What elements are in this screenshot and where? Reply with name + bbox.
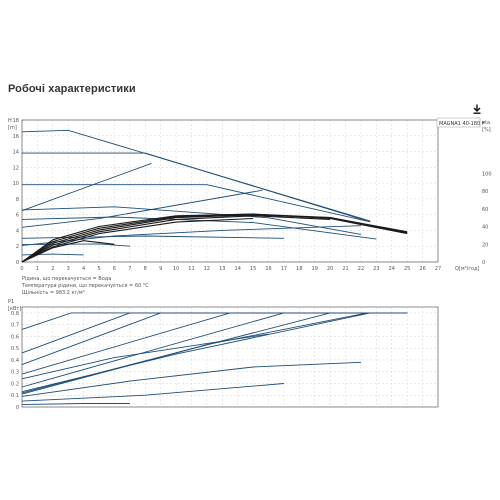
power-curve — [21, 312, 408, 394]
x-tick-label: 24 — [389, 266, 395, 272]
y-tick-label: 0.2 — [11, 381, 19, 387]
power-curve — [21, 312, 408, 388]
x-tick-label: 13 — [219, 266, 225, 272]
y2-axis-unit: [%] — [482, 127, 491, 133]
x-tick-label: 15 — [250, 266, 256, 272]
legend-label: MAGNA1 40-180 F — [439, 121, 485, 127]
y-tick-label: 2 — [16, 244, 19, 250]
x-tick-label: 5 — [97, 266, 100, 272]
head-curve — [21, 162, 152, 212]
power-curve — [21, 361, 362, 397]
y-tick-label: 10 — [13, 181, 19, 187]
head-curve — [21, 216, 377, 240]
x-tick-label: 0 — [20, 266, 23, 272]
x-tick-label: 10 — [173, 266, 179, 272]
y-axis-symbol: H — [8, 118, 12, 124]
x-tick-label: 23 — [373, 266, 379, 272]
head-curve — [21, 189, 263, 228]
x-tick-label: 21 — [342, 266, 348, 272]
head-curve — [21, 206, 362, 235]
x-tick-label: 17 — [281, 266, 287, 272]
y-tick-label: 4 — [16, 228, 19, 234]
x-tick-label: 25 — [404, 266, 410, 272]
x-tick-label: 19 — [312, 266, 318, 272]
y-tick-label: 0.7 — [11, 323, 19, 329]
y2-tick-label: 0 — [482, 260, 485, 266]
x-tick-label: 8 — [144, 266, 147, 272]
x-tick-label: 6 — [113, 266, 116, 272]
y-tick-label: 0.8 — [11, 311, 19, 317]
x-tick-label: 4 — [82, 266, 85, 272]
y-axis-unit: [кВт] — [8, 306, 21, 312]
x-tick-label: 2 — [51, 266, 54, 272]
power-curve — [21, 312, 408, 330]
y-axis-unit: [m] — [8, 125, 17, 131]
power-curve — [21, 312, 368, 395]
y-tick-label: 0.4 — [11, 358, 19, 364]
plot-frame — [21, 306, 439, 408]
x-tick-label: 11 — [188, 266, 194, 272]
y2-tick-label: 100 — [482, 171, 492, 177]
x-tick-label: 9 — [159, 266, 162, 272]
fluid-note: Щільність = 983.2 кг/м³ — [22, 290, 85, 296]
x-tick-label: 20 — [327, 266, 333, 272]
y-tick-label: 0.6 — [11, 334, 19, 340]
y-tick-label: 0 — [16, 260, 19, 266]
x-tick-label: 7 — [128, 266, 131, 272]
y-tick-label: 0.1 — [11, 393, 19, 399]
legend-box — [436, 117, 481, 128]
y-tick-label: 0 — [16, 405, 19, 411]
y-tick-label: 6 — [16, 213, 19, 219]
plot-frame — [21, 119, 439, 263]
x-tick-label: 22 — [358, 266, 364, 272]
efficiency-curve — [21, 240, 115, 263]
y-tick-label: 16 — [13, 134, 19, 140]
x-tick-label: 26 — [419, 266, 425, 272]
head-curve — [21, 129, 371, 222]
x-tick-label: 27 — [435, 266, 441, 272]
download-icon[interactable] — [472, 104, 482, 114]
y-tick-label: 18 — [13, 118, 19, 124]
x-tick-label: 14 — [235, 266, 241, 272]
y-axis-symbol: P1 — [8, 299, 14, 305]
y2-tick-label: 80 — [482, 189, 488, 195]
fluid-note: Температура рідини, що перекачується = 6… — [21, 283, 149, 289]
x-tick-label: 3 — [67, 266, 70, 272]
y-tick-label: 8 — [16, 197, 19, 203]
y2-axis-symbol: eta — [482, 120, 490, 126]
x-tick-label: 18 — [296, 266, 302, 272]
x-tick-label: 1 — [36, 266, 39, 272]
efficiency-curve — [21, 213, 408, 263]
y-tick-label: 12 — [13, 165, 19, 171]
power-curve — [21, 333, 269, 380]
y-tick-label: 0.3 — [11, 370, 19, 376]
y2-tick-label: 20 — [482, 242, 488, 248]
y-tick-label: 0.5 — [11, 346, 19, 352]
power-curve — [21, 383, 284, 402]
x-tick-label: 16 — [265, 266, 271, 272]
page-title: Робочі характеристики — [8, 83, 136, 95]
power-curve — [21, 312, 371, 393]
head-curve — [22, 152, 371, 223]
efficiency-curve — [21, 214, 408, 263]
y2-tick-label: 40 — [482, 225, 488, 231]
power-curve — [21, 403, 130, 406]
head-curve — [21, 235, 284, 239]
fluid-note: Рідина, що перекачується = Вода — [22, 276, 111, 282]
x-tick-label: 12 — [204, 266, 210, 272]
y-tick-label: 14 — [13, 150, 19, 156]
x-axis-label: Q[м³/год] — [455, 266, 479, 272]
head-curve — [22, 184, 371, 223]
efficiency-curve — [21, 215, 331, 263]
y2-tick-label: 60 — [482, 207, 488, 213]
